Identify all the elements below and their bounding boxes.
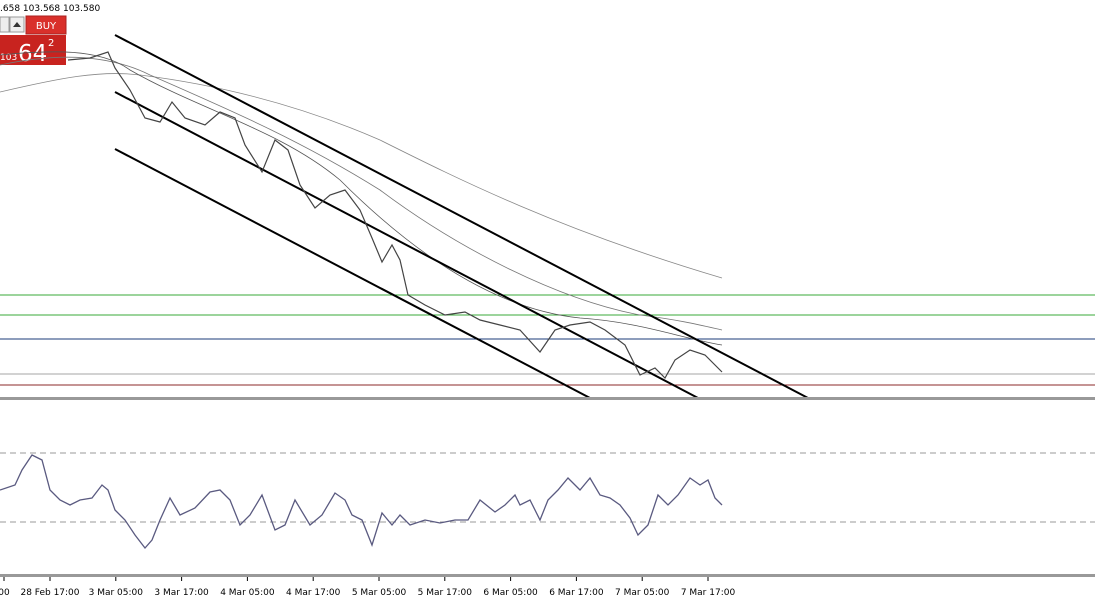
oscillator-line (0, 454, 723, 550)
time-label: 7 Mar 17:00 (681, 588, 736, 598)
price-series (67, 51, 723, 379)
sell-tab[interactable] (0, 16, 10, 33)
pane-separator (0, 397, 1095, 400)
buy-button[interactable] (25, 15, 67, 35)
channel-line (114, 91, 699, 399)
spinner-arrow (13, 22, 21, 27)
time-label: 6 Mar 17:00 (549, 588, 604, 598)
time-label: 00 (0, 588, 10, 598)
trade-panel: BUY 103 64 2 (0, 15, 67, 67)
price-prefix: 103 (0, 53, 17, 63)
time-label: 3 Mar 05:00 (89, 588, 144, 598)
price-big: 64 (18, 41, 47, 67)
time-label: 5 Mar 17:00 (418, 588, 473, 598)
time-label: 4 Mar 05:00 (220, 588, 275, 598)
time-label: 5 Mar 05:00 (352, 588, 407, 598)
time-label: 3 Mar 17:00 (154, 588, 209, 598)
time-label: 6 Mar 05:00 (483, 588, 538, 598)
price-sup: 2 (48, 38, 54, 49)
moving-average (0, 51, 723, 346)
buy-label: BUY (36, 21, 57, 32)
channel-line (114, 148, 591, 399)
moving-average (0, 73, 723, 279)
time-label: 4 Mar 17:00 (286, 588, 341, 598)
quote-line: .658 103.568 103.580 (0, 4, 100, 14)
time-label: 28 Feb 17:00 (20, 588, 79, 598)
buy-price-box[interactable] (0, 35, 66, 65)
time-label: 7 Mar 05:00 (615, 588, 670, 598)
channel-line (114, 34, 809, 399)
pane-separator (0, 574, 1095, 577)
time-axis: 00 28 Feb 17:00 3 Mar 05:00 3 Mar 17:00 4 Ma… (0, 577, 735, 598)
